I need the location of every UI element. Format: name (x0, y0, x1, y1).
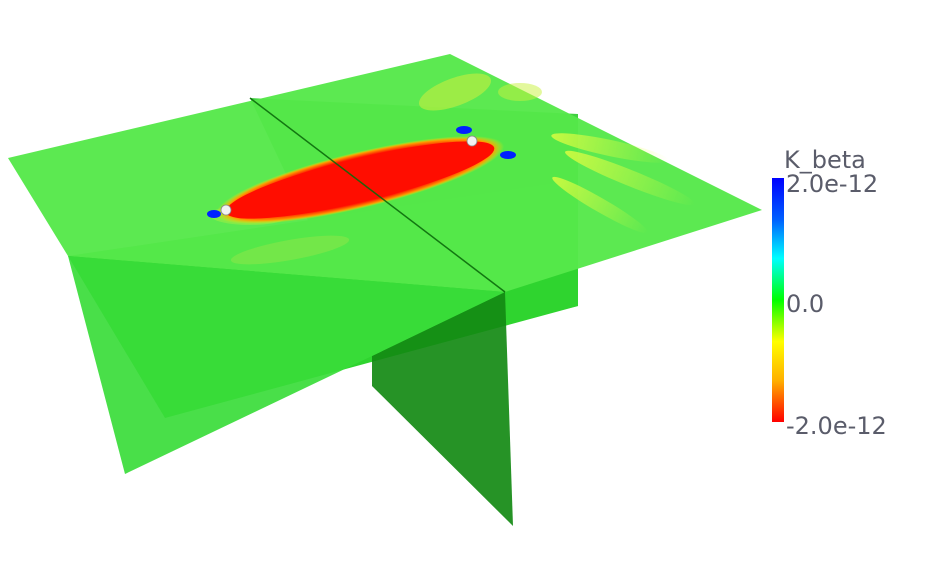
receiver-marker (466, 135, 478, 147)
colorbar-mid-label: 0.0 (786, 290, 825, 318)
colorbar (772, 178, 784, 422)
colorbar-title: K_beta (784, 146, 866, 174)
negative-spot (207, 210, 221, 218)
front-slice (68, 256, 505, 474)
negative-spot (456, 126, 472, 134)
colorbar-min-label: -2.0e-12 (786, 412, 887, 440)
negative-spot (500, 151, 516, 159)
vertical-slice-front (372, 292, 513, 526)
source-marker (220, 204, 232, 216)
colorbar-max-label: 2.0e-12 (786, 170, 879, 198)
kernel-core (225, 141, 495, 219)
slice-intersection (249, 97, 506, 293)
